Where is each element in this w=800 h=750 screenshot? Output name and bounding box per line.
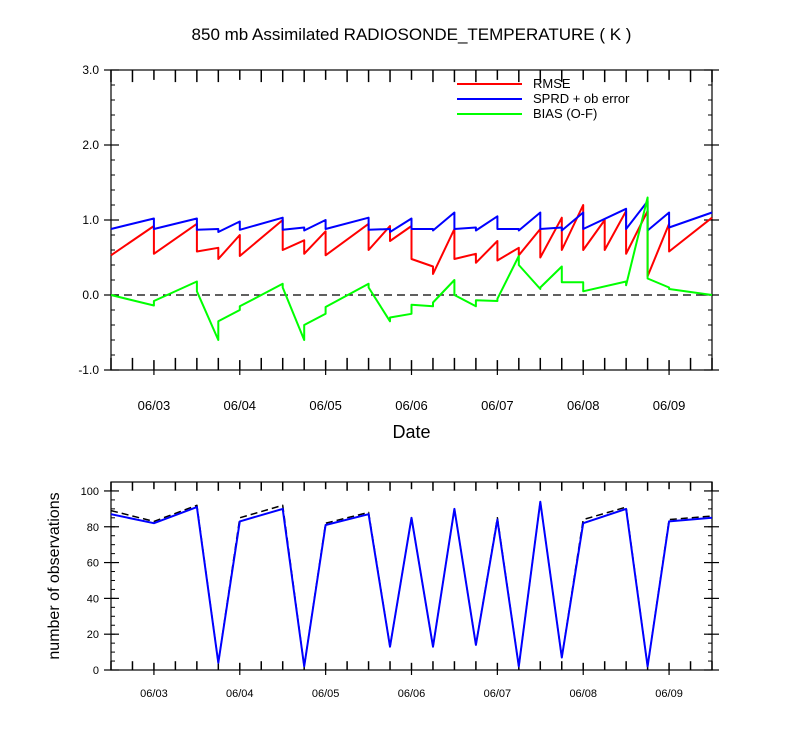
x-tick-label: 06/07 [481, 398, 514, 413]
legend-label: BIAS (O-F) [533, 106, 597, 121]
x-tick-label: 06/04 [224, 398, 257, 413]
series-line-possible-observations [110, 500, 713, 668]
y-tick-label: -1.0 [78, 363, 99, 377]
series-line-rmse [110, 204, 713, 278]
y-tick-label: 60 [87, 558, 99, 570]
x-tick-label: 06/03 [140, 688, 168, 700]
x-tick-label: 06/07 [484, 688, 512, 700]
series-line-assimilated-observations [110, 500, 713, 668]
y-tick-label: 3.0 [82, 63, 99, 77]
y-tick-label: 2.0 [82, 138, 99, 152]
x-tick-label: 06/05 [309, 398, 342, 413]
chart-1: 850 mb Assimilated RADIOSONDE_TEMPERATUR… [78, 25, 719, 442]
y-tick-label: 20 [87, 629, 99, 641]
x-tick-label: 06/08 [567, 398, 600, 413]
x-axis-label: Date [392, 422, 430, 442]
legend-label: SPRD + ob error [533, 91, 630, 106]
x-tick-label: 06/08 [569, 688, 597, 700]
x-tick-label: 06/04 [226, 688, 254, 700]
y-tick-label: 40 [87, 593, 99, 605]
x-tick-label: 06/05 [312, 688, 340, 700]
y-tick-label: 100 [81, 486, 99, 498]
y-axis-label: number of observations [46, 492, 63, 659]
x-tick-label: 06/03 [138, 398, 171, 413]
y-tick-label: 80 [87, 522, 99, 534]
chart-2: 06/03 06/04 06/05 06/06 06/07 06/08 06/09 0 20 40… [46, 481, 719, 700]
series-line-bias-o-f- [110, 196, 713, 341]
x-tick-label: 06/09 [653, 398, 686, 413]
x-tick-label: 06/06 [395, 398, 428, 413]
legend-label: RMSE [533, 76, 571, 91]
y-tick-label: 0 [93, 665, 99, 677]
y-tick-label: 1.0 [82, 213, 99, 227]
chart-title: 850 mb Assimilated RADIOSONDE_TEMPERATUR… [192, 25, 632, 44]
series-line-sprd-ob-error [110, 200, 713, 233]
x-tick-label: 06/06 [398, 688, 426, 700]
y-tick-label: 0.0 [82, 288, 99, 302]
x-tick-label: 06/09 [655, 688, 683, 700]
